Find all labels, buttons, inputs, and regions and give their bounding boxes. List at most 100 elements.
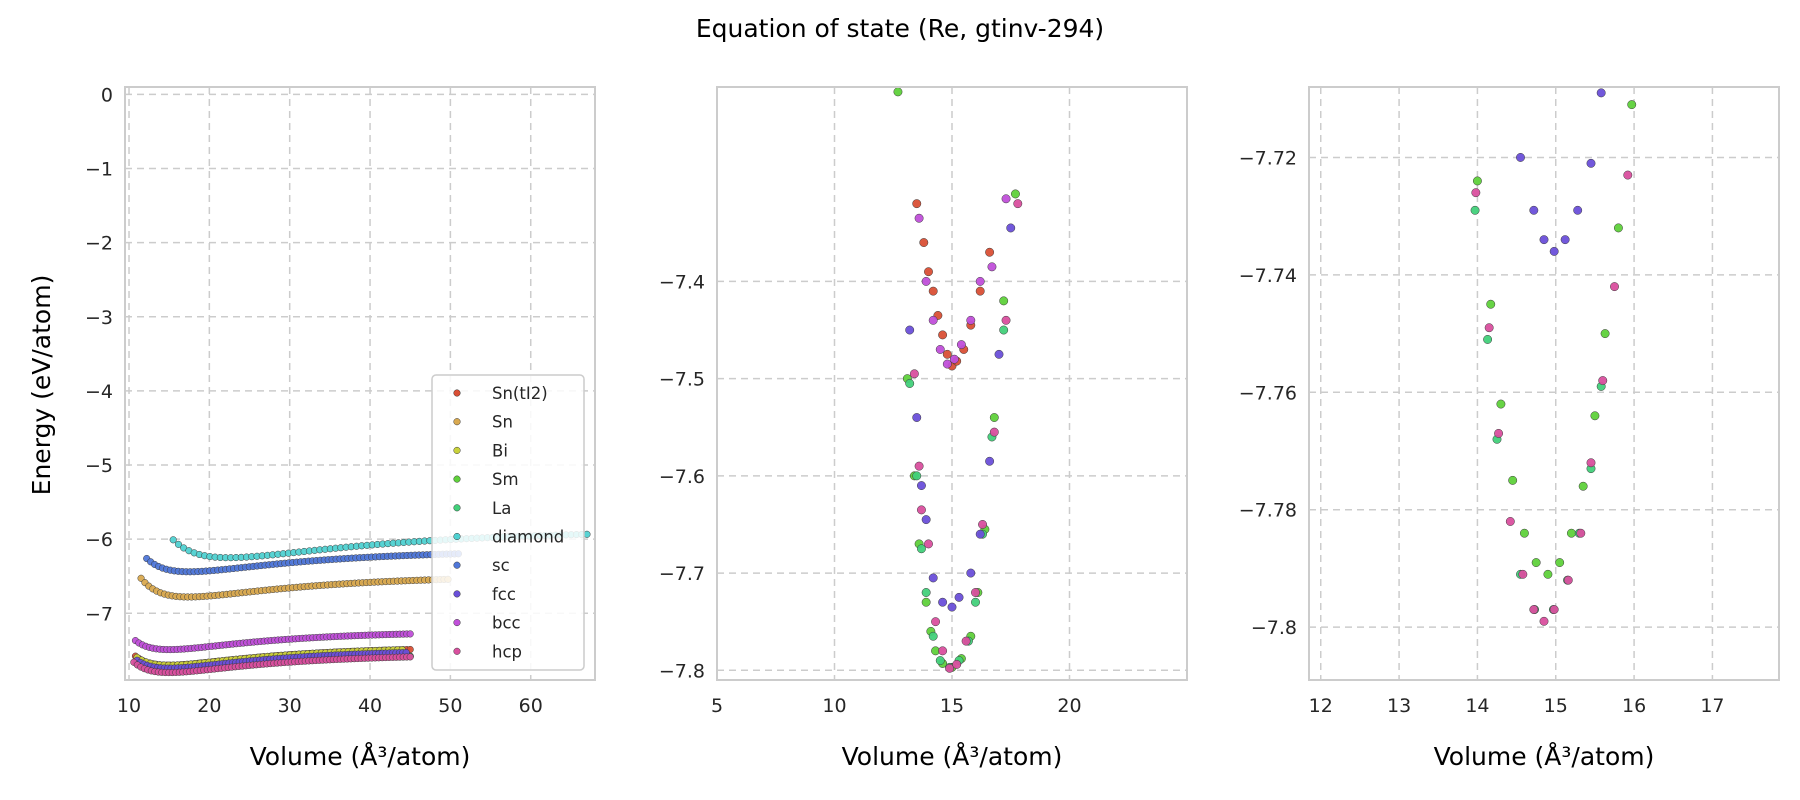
x-axis-label: Volume (Å³/atom) bbox=[842, 742, 1063, 771]
legend-label: Bi bbox=[492, 441, 508, 460]
data-point bbox=[1598, 376, 1608, 386]
x-tick-label: 20 bbox=[1057, 695, 1081, 717]
data-point bbox=[945, 663, 955, 673]
data-point bbox=[1001, 194, 1011, 204]
data-point bbox=[935, 345, 945, 354]
data-point bbox=[1505, 517, 1515, 526]
y-tick-label: 0 bbox=[101, 84, 113, 106]
data-point bbox=[978, 520, 987, 529]
legend-label: La bbox=[492, 499, 511, 518]
x-tick-label: 10 bbox=[117, 695, 141, 717]
data-point bbox=[1519, 528, 1529, 538]
legend-marker bbox=[453, 389, 461, 397]
data-point bbox=[971, 597, 980, 607]
data-point bbox=[1011, 189, 1020, 199]
y-tick-label: −5 bbox=[85, 455, 113, 477]
x-tick-label: 20 bbox=[197, 695, 221, 717]
data-point bbox=[924, 267, 933, 277]
data-point bbox=[947, 602, 957, 612]
data-point bbox=[952, 659, 962, 669]
figure-title: Equation of state (Re, gtinv-294) bbox=[696, 14, 1104, 43]
data-point bbox=[406, 630, 414, 638]
panel-zoom-mid: 5 10 15 20 −7.4 −7.5 −7.6 −7.7 −7.8 Volume (Å³/at… bbox=[659, 86, 1188, 771]
data-point bbox=[912, 199, 922, 209]
legend-marker bbox=[453, 418, 461, 426]
x-tick-label: 12 bbox=[1309, 695, 1333, 717]
legend-marker bbox=[453, 475, 461, 483]
axes-frame bbox=[124, 86, 596, 681]
x-tick-label: 13 bbox=[1387, 695, 1411, 717]
x-tick-label: 5 bbox=[711, 695, 723, 717]
legend-label: sc bbox=[492, 556, 510, 575]
y-tick-label: −7.5 bbox=[659, 369, 705, 391]
data-point bbox=[928, 315, 938, 325]
legend-marker bbox=[453, 532, 461, 541]
y-tick-label: −7.4 bbox=[659, 271, 705, 293]
data-point bbox=[1001, 315, 1011, 325]
legend-marker bbox=[453, 619, 461, 627]
y-tick-label: −2 bbox=[85, 233, 113, 255]
data-point bbox=[1531, 558, 1541, 568]
data-point bbox=[1566, 528, 1576, 538]
data-point bbox=[1013, 199, 1023, 209]
data-point bbox=[956, 340, 966, 350]
data-point bbox=[917, 544, 926, 554]
x-tick-label: 40 bbox=[358, 695, 382, 717]
data-point bbox=[928, 631, 938, 641]
data-point bbox=[1586, 158, 1596, 168]
data-point bbox=[928, 286, 938, 296]
data-point bbox=[406, 653, 414, 661]
data-point bbox=[1555, 558, 1565, 568]
panel-overview: 10 20 30 40 50 60 0 −1 −2 −3 −4 −5 −6 −7 Volume (Å³/at… bbox=[85, 84, 596, 771]
data-point bbox=[971, 588, 980, 597]
y-tick-label: −6 bbox=[85, 529, 113, 551]
data-point bbox=[917, 505, 926, 515]
y-tick-label: −7.74 bbox=[1239, 265, 1297, 287]
y-tick-label: −7.6 bbox=[659, 466, 705, 488]
legend-label: Sn(tI2) bbox=[492, 384, 548, 403]
data-point bbox=[1483, 335, 1493, 344]
data-point bbox=[169, 536, 177, 544]
data-point bbox=[1576, 528, 1586, 538]
data-point bbox=[985, 247, 995, 257]
data-point bbox=[917, 481, 926, 491]
data-point bbox=[931, 617, 940, 627]
legend-label: hcp bbox=[492, 642, 522, 661]
data-point bbox=[975, 529, 985, 539]
legend-marker bbox=[453, 561, 461, 569]
legend-marker bbox=[453, 647, 461, 655]
data-point bbox=[938, 597, 948, 607]
y-tick-label: −7.72 bbox=[1239, 147, 1297, 169]
points-layer bbox=[1470, 88, 1637, 626]
legend-label: fcc bbox=[492, 585, 516, 604]
legend-label: diamond bbox=[492, 528, 564, 547]
panel-zoom-min: 12 13 14 15 16 17 −7.72 −7.74 −7.76 −7.78 −7.8 Volu… bbox=[1239, 86, 1780, 771]
data-point bbox=[1516, 153, 1525, 162]
data-point bbox=[994, 349, 1004, 359]
x-tick-label: 15 bbox=[1544, 695, 1568, 717]
data-point bbox=[1623, 170, 1633, 180]
axes-frame bbox=[716, 86, 1188, 681]
data-point bbox=[1560, 235, 1570, 245]
data-point bbox=[1539, 616, 1549, 626]
data-point bbox=[914, 213, 924, 223]
data-point bbox=[1543, 569, 1553, 579]
data-point bbox=[999, 325, 1009, 335]
data-point bbox=[1006, 223, 1016, 233]
axes-frame bbox=[1308, 86, 1780, 681]
x-tick-label: 17 bbox=[1700, 695, 1724, 717]
data-point bbox=[1484, 323, 1494, 333]
data-point bbox=[1471, 188, 1481, 198]
data-point bbox=[987, 262, 997, 272]
y-tick-label: −7.8 bbox=[1251, 617, 1297, 639]
y-tick-label: −1 bbox=[85, 159, 113, 181]
data-point bbox=[949, 354, 959, 364]
data-point bbox=[989, 413, 999, 422]
x-tick-label: 60 bbox=[519, 695, 543, 717]
data-point bbox=[966, 568, 976, 578]
x-tick-label: 10 bbox=[822, 695, 846, 717]
y-tick-label: −7.78 bbox=[1239, 500, 1297, 522]
y-tick-label: −7 bbox=[85, 603, 113, 625]
data-point bbox=[989, 427, 999, 437]
data-point bbox=[1613, 223, 1623, 233]
